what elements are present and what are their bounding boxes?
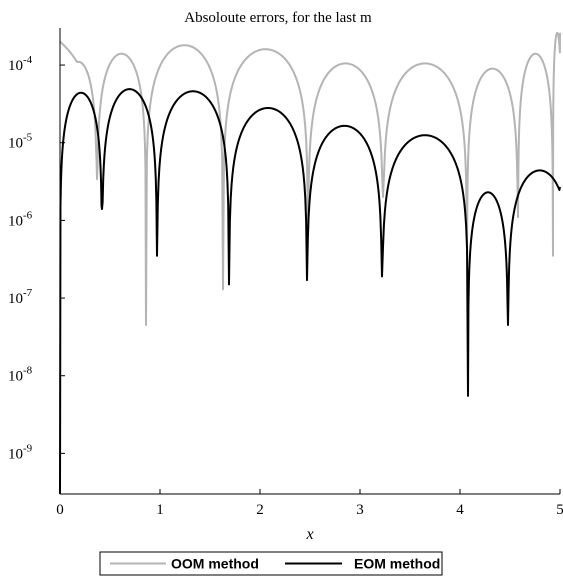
- x-tick-label: 5: [556, 502, 563, 518]
- chart-title: Absoloute errors, for the last m: [184, 10, 372, 26]
- y-tick-label: 10-6: [8, 209, 33, 229]
- y-tick-label: 10-7: [8, 287, 33, 307]
- y-tick-label: 10-4: [8, 54, 33, 74]
- plot-lines: [59, 31, 561, 495]
- legend-box: [99, 551, 443, 576]
- legend-label-oom: OOM method: [171, 556, 259, 572]
- y-tick-label: 10-9: [8, 442, 33, 462]
- series-line-oom: [59, 31, 561, 326]
- x-tick-label: 3: [356, 502, 364, 518]
- y-tick-label: 10-8: [8, 365, 33, 385]
- legend-label-eom: EOM method: [354, 556, 440, 572]
- y-tick-label: 10-5: [8, 132, 33, 152]
- x-tick-label: 4: [456, 502, 464, 518]
- x-tick-label: 0: [56, 502, 64, 518]
- legend: OOM method EOM method: [99, 551, 443, 576]
- x-axis-label: x: [305, 526, 313, 543]
- x-ticks: 0 1 2 3 4 5: [56, 489, 563, 518]
- x-tick-label: 2: [256, 502, 264, 518]
- y-ticks: 10-4 10-5 10-6 10-7 10-8 10-9: [8, 54, 65, 462]
- x-tick-label: 1: [156, 502, 164, 518]
- series-line-eom: [59, 88, 561, 495]
